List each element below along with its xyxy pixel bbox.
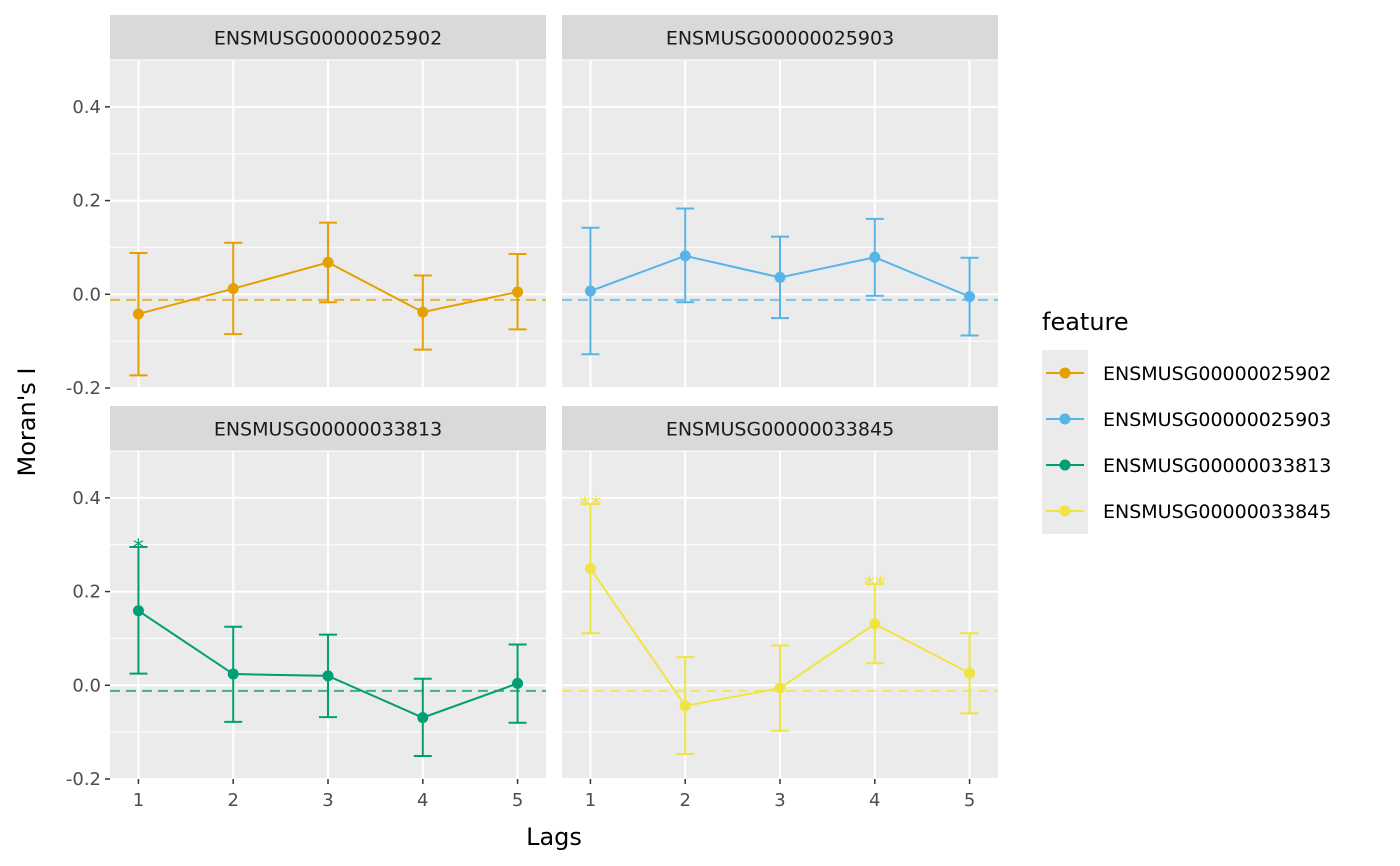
data-point (322, 670, 334, 682)
facet-panels: ENSMUSG00000025902 ENSMUSG00000025903 ENSM… (110, 15, 998, 780)
y-tick-label: -0.2 (66, 769, 101, 790)
x-tick-label: 2 (227, 790, 238, 811)
legend-item: ENSMUSG00000033813 (1046, 455, 1331, 477)
y-axis-title: Moran's I (13, 368, 41, 477)
x-tick-label: 4 (869, 790, 880, 811)
data-point (869, 618, 881, 630)
x-tick-label: 4 (417, 790, 428, 811)
legend-label: ENSMUSG00000033845 (1103, 501, 1331, 523)
data-point (512, 677, 524, 689)
x-axis: 1 2 3 4 5 1 2 3 4 5 (133, 779, 975, 811)
data-point (774, 682, 786, 694)
data-point (774, 271, 786, 283)
data-point (964, 667, 976, 679)
y-tick-label: 0.4 (72, 97, 101, 118)
data-point (584, 285, 596, 297)
legend-key-background (1042, 350, 1088, 534)
legend-label: ENSMUSG00000033813 (1103, 455, 1331, 477)
data-point (584, 563, 596, 575)
facet-strip-label: ENSMUSG00000025903 (666, 28, 894, 50)
facet-strip-label: ENSMUSG00000025902 (214, 28, 442, 50)
facet-strip (110, 15, 546, 60)
significance-label: ** (579, 493, 601, 518)
legend-title: feature (1042, 308, 1129, 336)
facet-panel: ENSMUSG00000025902 (110, 15, 546, 389)
facet-panel: ENSMUSG00000033845 ** ** (562, 406, 998, 780)
data-point (227, 668, 239, 680)
y-tick-label: 0.0 (72, 675, 101, 696)
x-tick-label: 2 (679, 790, 690, 811)
x-tick-label: 5 (964, 790, 975, 811)
facet-panel: ENSMUSG00000033813 * (110, 406, 546, 780)
facet-strip-label: ENSMUSG00000033845 (666, 419, 894, 441)
y-tick-label: 0.0 (72, 284, 101, 305)
legend: feature ENSMUSG00000025902 ENSMUSG0000002… (1042, 308, 1331, 534)
facet-strip (562, 15, 998, 60)
facet-strip (562, 406, 998, 451)
x-axis-title: Lags (526, 823, 582, 851)
x-tick-label: 5 (512, 790, 523, 811)
data-point (322, 256, 334, 268)
data-point (679, 700, 691, 712)
y-axis: -0.2 0.0 0.2 0.4 -0.2 0.0 0.2 0.4 (66, 97, 110, 790)
data-point (132, 605, 144, 617)
data-point (417, 306, 429, 318)
legend-label: ENSMUSG00000025903 (1103, 409, 1331, 431)
facet-strip (110, 406, 546, 451)
legend-item: ENSMUSG00000025903 (1046, 409, 1331, 431)
significance-label: ** (864, 573, 886, 598)
legend-item: ENSMUSG00000033845 (1046, 501, 1331, 523)
y-tick-label: 0.4 (72, 488, 101, 509)
facet-panel: ENSMUSG00000025903 (562, 15, 998, 389)
y-tick-label: -0.2 (66, 378, 101, 399)
data-point (512, 286, 524, 298)
data-point (132, 308, 144, 320)
data-point (869, 251, 881, 263)
x-tick-label: 1 (585, 790, 596, 811)
y-tick-label: 0.2 (72, 191, 101, 212)
data-point (679, 250, 691, 262)
x-tick-label: 3 (322, 790, 333, 811)
legend-item: ENSMUSG00000025902 (1046, 363, 1331, 385)
x-tick-label: 1 (133, 790, 144, 811)
legend-label: ENSMUSG00000025902 (1103, 363, 1331, 385)
significance-label: * (133, 536, 144, 561)
y-tick-label: 0.2 (72, 582, 101, 603)
x-tick-label: 3 (774, 790, 785, 811)
data-point (227, 283, 239, 295)
data-point (964, 291, 976, 303)
data-point (417, 712, 429, 724)
facet-strip-label: ENSMUSG00000033813 (214, 419, 442, 441)
